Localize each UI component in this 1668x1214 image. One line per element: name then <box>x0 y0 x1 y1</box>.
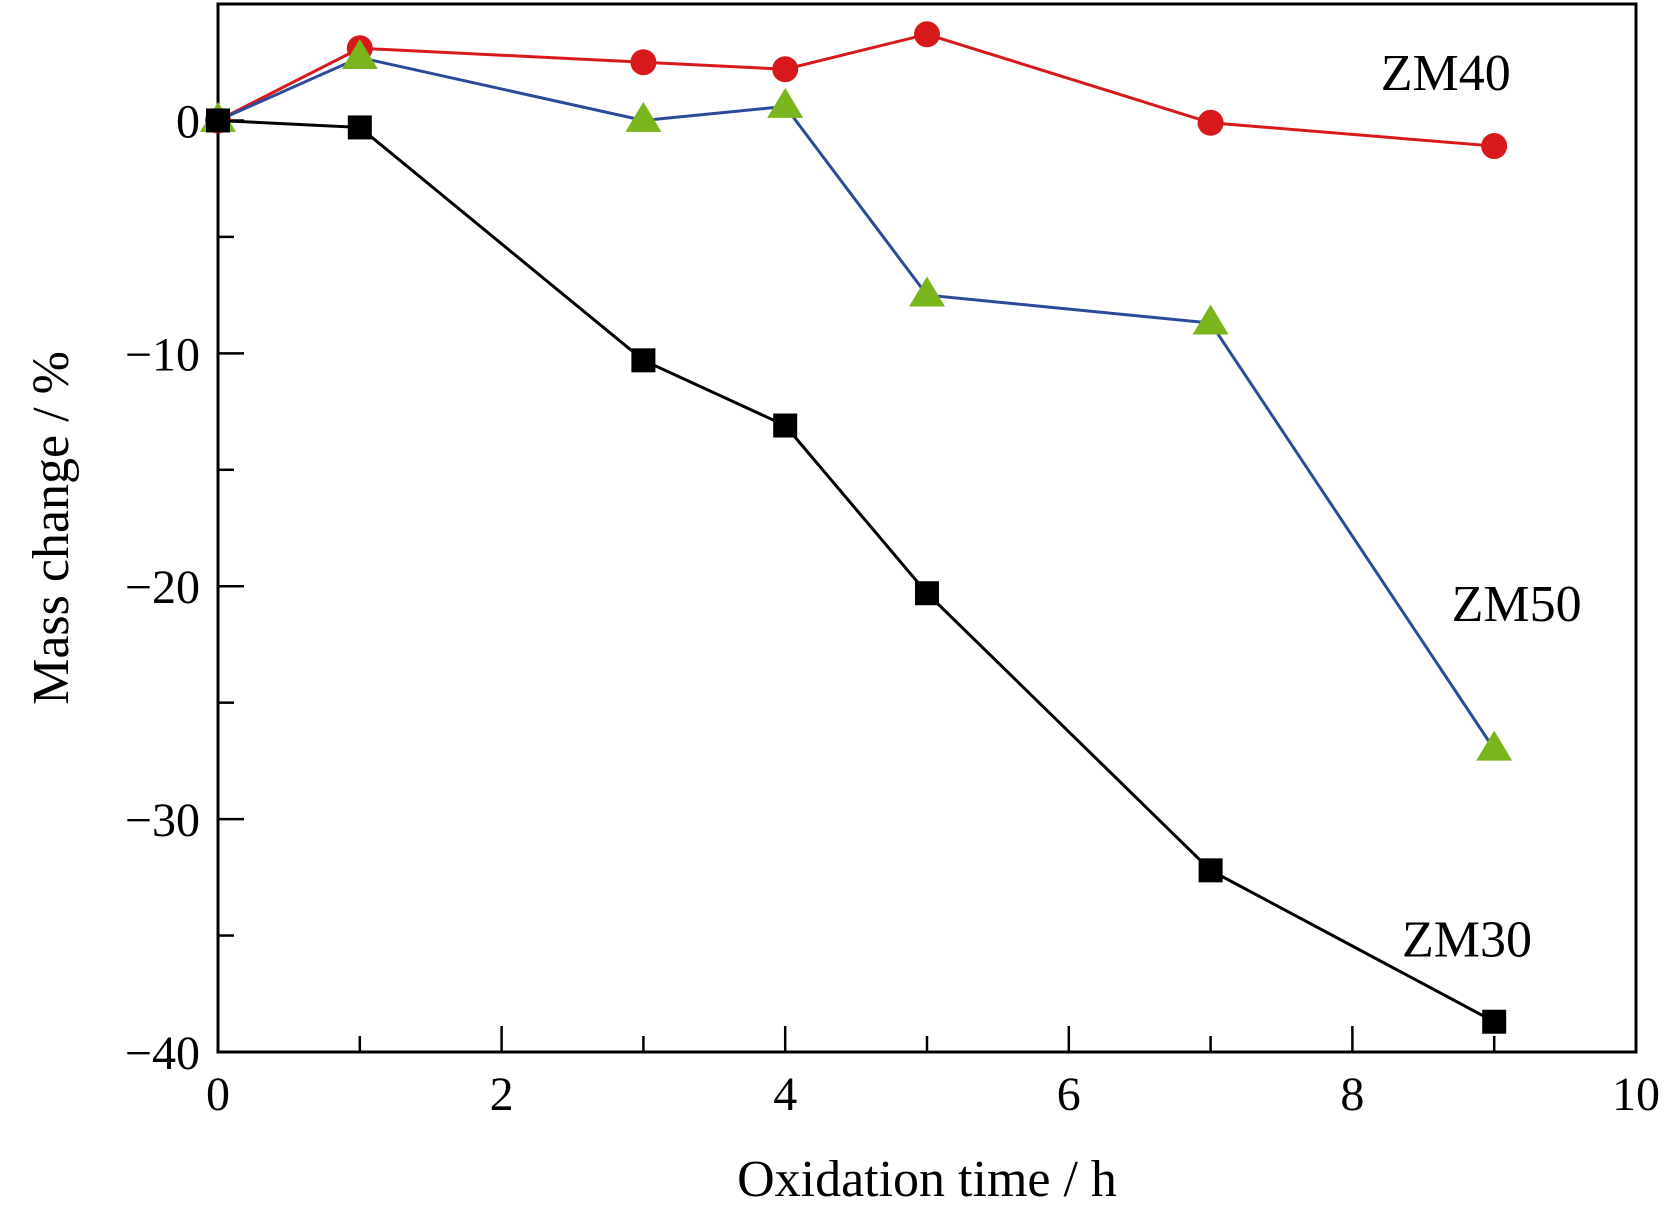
plot-frame <box>216 2 1638 1054</box>
y-tick-label: −10 <box>125 328 200 381</box>
data-point-zm30 <box>773 413 798 438</box>
series-line-zm40 <box>217 32 1495 148</box>
data-point-zm30 <box>347 115 372 140</box>
series-label-zm30: ZM30 <box>1402 912 1532 969</box>
x-tick-label: 0 <box>206 1068 230 1121</box>
data-point-zm50 <box>1476 730 1513 761</box>
data-point-zm50 <box>1192 304 1229 335</box>
data-point-zm50 <box>341 38 378 69</box>
series-zm30 <box>206 108 1507 1034</box>
data-point-zm40 <box>1197 109 1224 136</box>
labels-layer: ZM40 ZM50 ZM30 <box>1381 45 1582 968</box>
y-tick-label: 0 <box>176 95 200 148</box>
x-tick-label: 6 <box>1057 1068 1081 1121</box>
data-point-zm30 <box>915 581 939 606</box>
x-tick-label: 10 <box>1612 1068 1660 1121</box>
series-label-zm50: ZM50 <box>1452 576 1582 633</box>
series-line-zm30 <box>217 118 1495 1024</box>
axes: 0 2 4 6 8 10 0 −10 −20 −30 −40 <box>125 2 1660 1121</box>
y-tick-label: −20 <box>125 561 200 614</box>
y-axis-title: Mass change / % <box>23 351 80 705</box>
data-point-zm50 <box>767 87 804 118</box>
data-point-zm40 <box>772 56 799 83</box>
data-point-zm30 <box>631 348 656 373</box>
y-tick-label: −40 <box>125 1027 200 1080</box>
data-point-zm40 <box>1481 133 1508 160</box>
data-point-zm30 <box>206 108 230 133</box>
data-point-zm40 <box>630 49 657 76</box>
y-tick-label: −30 <box>125 794 200 847</box>
series-label-zm40: ZM40 <box>1381 45 1511 102</box>
series-zm40 <box>205 21 1508 160</box>
series-zm50 <box>200 38 1513 761</box>
x-tick-label: 4 <box>773 1068 797 1121</box>
data-point-zm30 <box>1482 1009 1507 1034</box>
series-line-zm50 <box>217 55 1496 751</box>
data-point-zm50 <box>909 276 945 307</box>
series-layer <box>200 21 1513 1034</box>
x-axis-title: Oxidation time / h <box>737 1151 1117 1208</box>
data-point-zm50 <box>625 101 662 132</box>
data-point-zm30 <box>1198 858 1223 883</box>
x-tick-label: 2 <box>490 1068 514 1121</box>
x-tick-label: 8 <box>1340 1068 1364 1121</box>
data-point-zm40 <box>914 21 940 48</box>
